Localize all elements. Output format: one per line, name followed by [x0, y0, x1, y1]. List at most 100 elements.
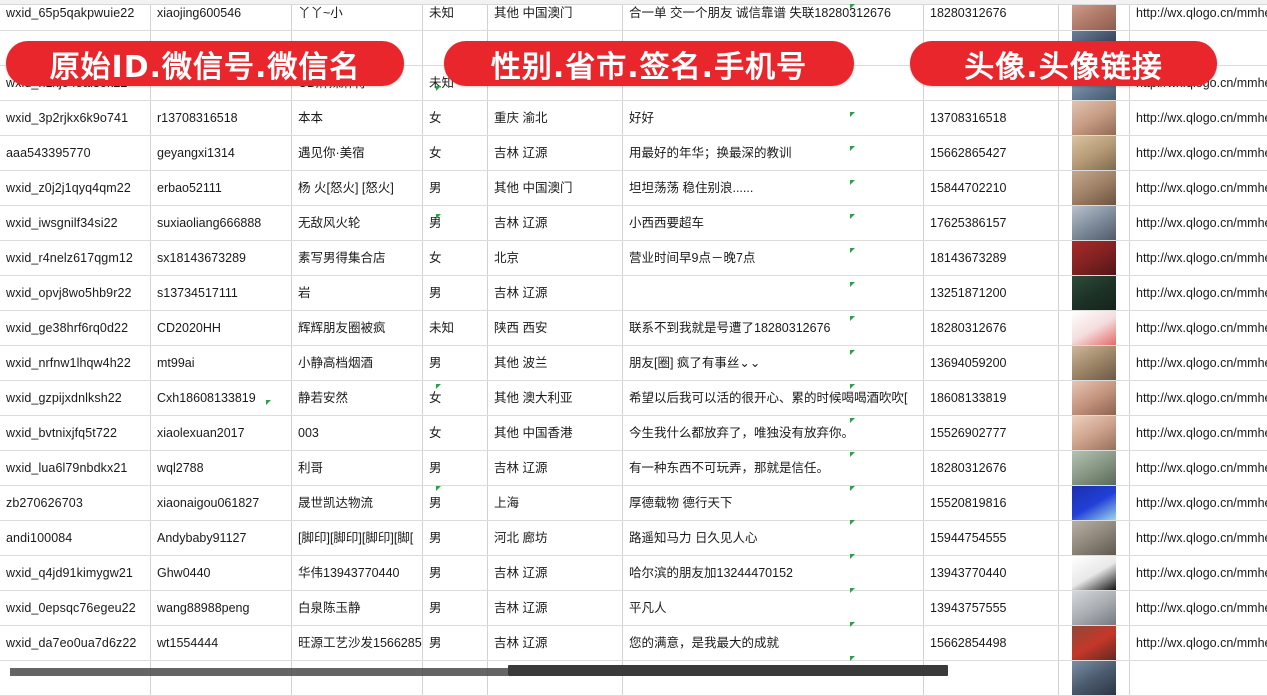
cell-wechat-id[interactable]: Andybaby91127	[151, 521, 292, 556]
cell-avatar-url[interactable]: http://wx.qlogo.cn/mmhead	[1130, 521, 1267, 556]
cell-phone[interactable]: 15662865427	[924, 136, 1059, 171]
cell-signature[interactable]: 路遥知马力 日久见人心	[623, 521, 924, 556]
cell-avatar[interactable]	[1059, 521, 1130, 556]
cell-signature[interactable]: 今生我什么都放弃了，唯独没有放弃你。	[623, 416, 924, 451]
cell-signature[interactable]: 厚德载物 德行天下	[623, 486, 924, 521]
cell-gender[interactable]: 男	[423, 521, 488, 556]
cell-wechat-id[interactable]: geyangxi1314	[151, 136, 292, 171]
cell-avatar-url[interactable]: http://wx.qlogo.cn/mmhead	[1130, 206, 1267, 241]
cell-avatar[interactable]	[1059, 486, 1130, 521]
cell-wechat-id[interactable]: wt1554444	[151, 626, 292, 661]
cell-phone[interactable]: 18280312676	[924, 451, 1059, 486]
cell-avatar-url[interactable]: http://wx.qlogo.cn/mmhead	[1130, 556, 1267, 591]
cell-wechat-name[interactable]: 静若安然	[292, 381, 423, 416]
cell-avatar-url[interactable]: http://wx.qlogo.cn/mmhead	[1130, 136, 1267, 171]
cell-wechat-id[interactable]: xiaolexuan2017	[151, 416, 292, 451]
cell-signature[interactable]: 营业时间早9点－晚7点	[623, 241, 924, 276]
cell-original-id[interactable]: wxid_0epsqc76egeu22	[0, 591, 151, 626]
cell-phone[interactable]: 13708316518	[924, 101, 1059, 136]
cell-region[interactable]: 吉林 辽源	[488, 626, 623, 661]
cell-signature[interactable]	[623, 276, 924, 311]
cell-signature[interactable]: 联系不到我就是号遭了18280312676	[623, 311, 924, 346]
cell-signature[interactable]: 好好	[623, 101, 924, 136]
cell-wechat-name[interactable]: 岩	[292, 276, 423, 311]
cell-gender[interactable]: 女	[423, 241, 488, 276]
cell-original-id[interactable]: zb270626703	[0, 486, 151, 521]
cell-wechat-name[interactable]: 利哥	[292, 451, 423, 486]
cell-region[interactable]: 吉林 辽源	[488, 276, 623, 311]
cell-wechat-name[interactable]: 晟世凯达物流	[292, 486, 423, 521]
cell-avatar[interactable]	[1059, 346, 1130, 381]
cell-avatar[interactable]	[1059, 451, 1130, 486]
cell-phone[interactable]: 15520819816	[924, 486, 1059, 521]
cell-avatar-url[interactable]: http://wx.qlogo.cn/mmhead	[1130, 346, 1267, 381]
cell-avatar-url[interactable]: http://wx.qlogo.cn/mmhead	[1130, 451, 1267, 486]
cell-signature[interactable]: 有一种东西不可玩弄，那就是信任。	[623, 451, 924, 486]
cell-wechat-id[interactable]: sx18143673289	[151, 241, 292, 276]
cell-phone[interactable]: 15662854498	[924, 626, 1059, 661]
cell-original-id[interactable]: wxid_da7eo0ua7d6z22	[0, 626, 151, 661]
cell-wechat-id[interactable]: xiaonaigou061827	[151, 486, 292, 521]
cell-region[interactable]: 吉林 辽源	[488, 556, 623, 591]
cell-gender[interactable]: 男	[423, 451, 488, 486]
cell-wechat-id[interactable]: wang88988peng	[151, 591, 292, 626]
cell-signature[interactable]: 平凡人	[623, 591, 924, 626]
cell-wechat-id[interactable]: CD2020HH	[151, 311, 292, 346]
cell-avatar[interactable]	[1059, 311, 1130, 346]
cell-signature[interactable]: 您的满意，是我最大的成就	[623, 626, 924, 661]
cell-region[interactable]: 重庆 渝北	[488, 101, 623, 136]
cell-avatar[interactable]	[1059, 276, 1130, 311]
cell-region[interactable]: 吉林 辽源	[488, 591, 623, 626]
cell-wechat-id[interactable]: suxiaoliang666888	[151, 206, 292, 241]
cell-original-id[interactable]: wxid_iwsgnilf34si22	[0, 206, 151, 241]
cell-wechat-id[interactable]: s13734517111	[151, 276, 292, 311]
cell-phone[interactable]: 18608133819	[924, 381, 1059, 416]
cell-phone[interactable]: 18143673289	[924, 241, 1059, 276]
cell-wechat-name[interactable]: 白泉陈玉静	[292, 591, 423, 626]
cell-region[interactable]: 其他 中国澳门	[488, 171, 623, 206]
cell-phone[interactable]: 13943757555	[924, 591, 1059, 626]
cell-gender[interactable]: 男	[423, 626, 488, 661]
cell-gender[interactable]: 男	[423, 591, 488, 626]
cell-phone[interactable]: 18280312676	[924, 311, 1059, 346]
cell-avatar[interactable]	[1059, 101, 1130, 136]
cell-avatar[interactable]	[1059, 206, 1130, 241]
cell-gender[interactable]: 男	[423, 276, 488, 311]
cell-phone[interactable]: 15944754555	[924, 521, 1059, 556]
cell-avatar-url[interactable]: http://wx.qlogo.cn/mmhead	[1130, 626, 1267, 661]
cell-original-id[interactable]: wxid_r4nelz617qgm12	[0, 241, 151, 276]
cell-region[interactable]: 其他 波兰	[488, 346, 623, 381]
cell-region[interactable]: 吉林 辽源	[488, 206, 623, 241]
cell-gender[interactable]: 男	[423, 486, 488, 521]
cell-avatar-url[interactable]: http://wx.qlogo.cn/mmhead	[1130, 381, 1267, 416]
cell-region[interactable]: 河北 廊坊	[488, 521, 623, 556]
cell-original-id[interactable]: aaa543395770	[0, 136, 151, 171]
cell-wechat-id[interactable]: mt99ai	[151, 346, 292, 381]
cell-avatar-url[interactable]: http://wx.qlogo.cn/mmhead	[1130, 171, 1267, 206]
cell-wechat-name[interactable]: 华伟13943770440	[292, 556, 423, 591]
cell-gender[interactable]: 女	[423, 381, 488, 416]
cell-wechat-name[interactable]: 旺源工艺沙发15662854	[292, 626, 423, 661]
cell-region[interactable]: 吉林 辽源	[488, 451, 623, 486]
cell-signature[interactable]: 小西西要超车	[623, 206, 924, 241]
horizontal-scrollbar[interactable]	[0, 664, 1267, 676]
cell-phone[interactable]: 13251871200	[924, 276, 1059, 311]
cell-wechat-name[interactable]: 无敌风火轮	[292, 206, 423, 241]
cell-original-id[interactable]: andi100084	[0, 521, 151, 556]
cell-original-id[interactable]: wxid_3p2rjkx6k9o741	[0, 101, 151, 136]
cell-wechat-id[interactable]: erbao52111	[151, 171, 292, 206]
cell-original-id[interactable]: wxid_ge38hrf6rq0d22	[0, 311, 151, 346]
cell-avatar[interactable]	[1059, 591, 1130, 626]
cell-wechat-id[interactable]: Ghw0440	[151, 556, 292, 591]
cell-original-id[interactable]: wxid_z0j2j1qyq4qm22	[0, 171, 151, 206]
cell-gender[interactable]: 男	[423, 556, 488, 591]
cell-phone[interactable]: 15526902777	[924, 416, 1059, 451]
